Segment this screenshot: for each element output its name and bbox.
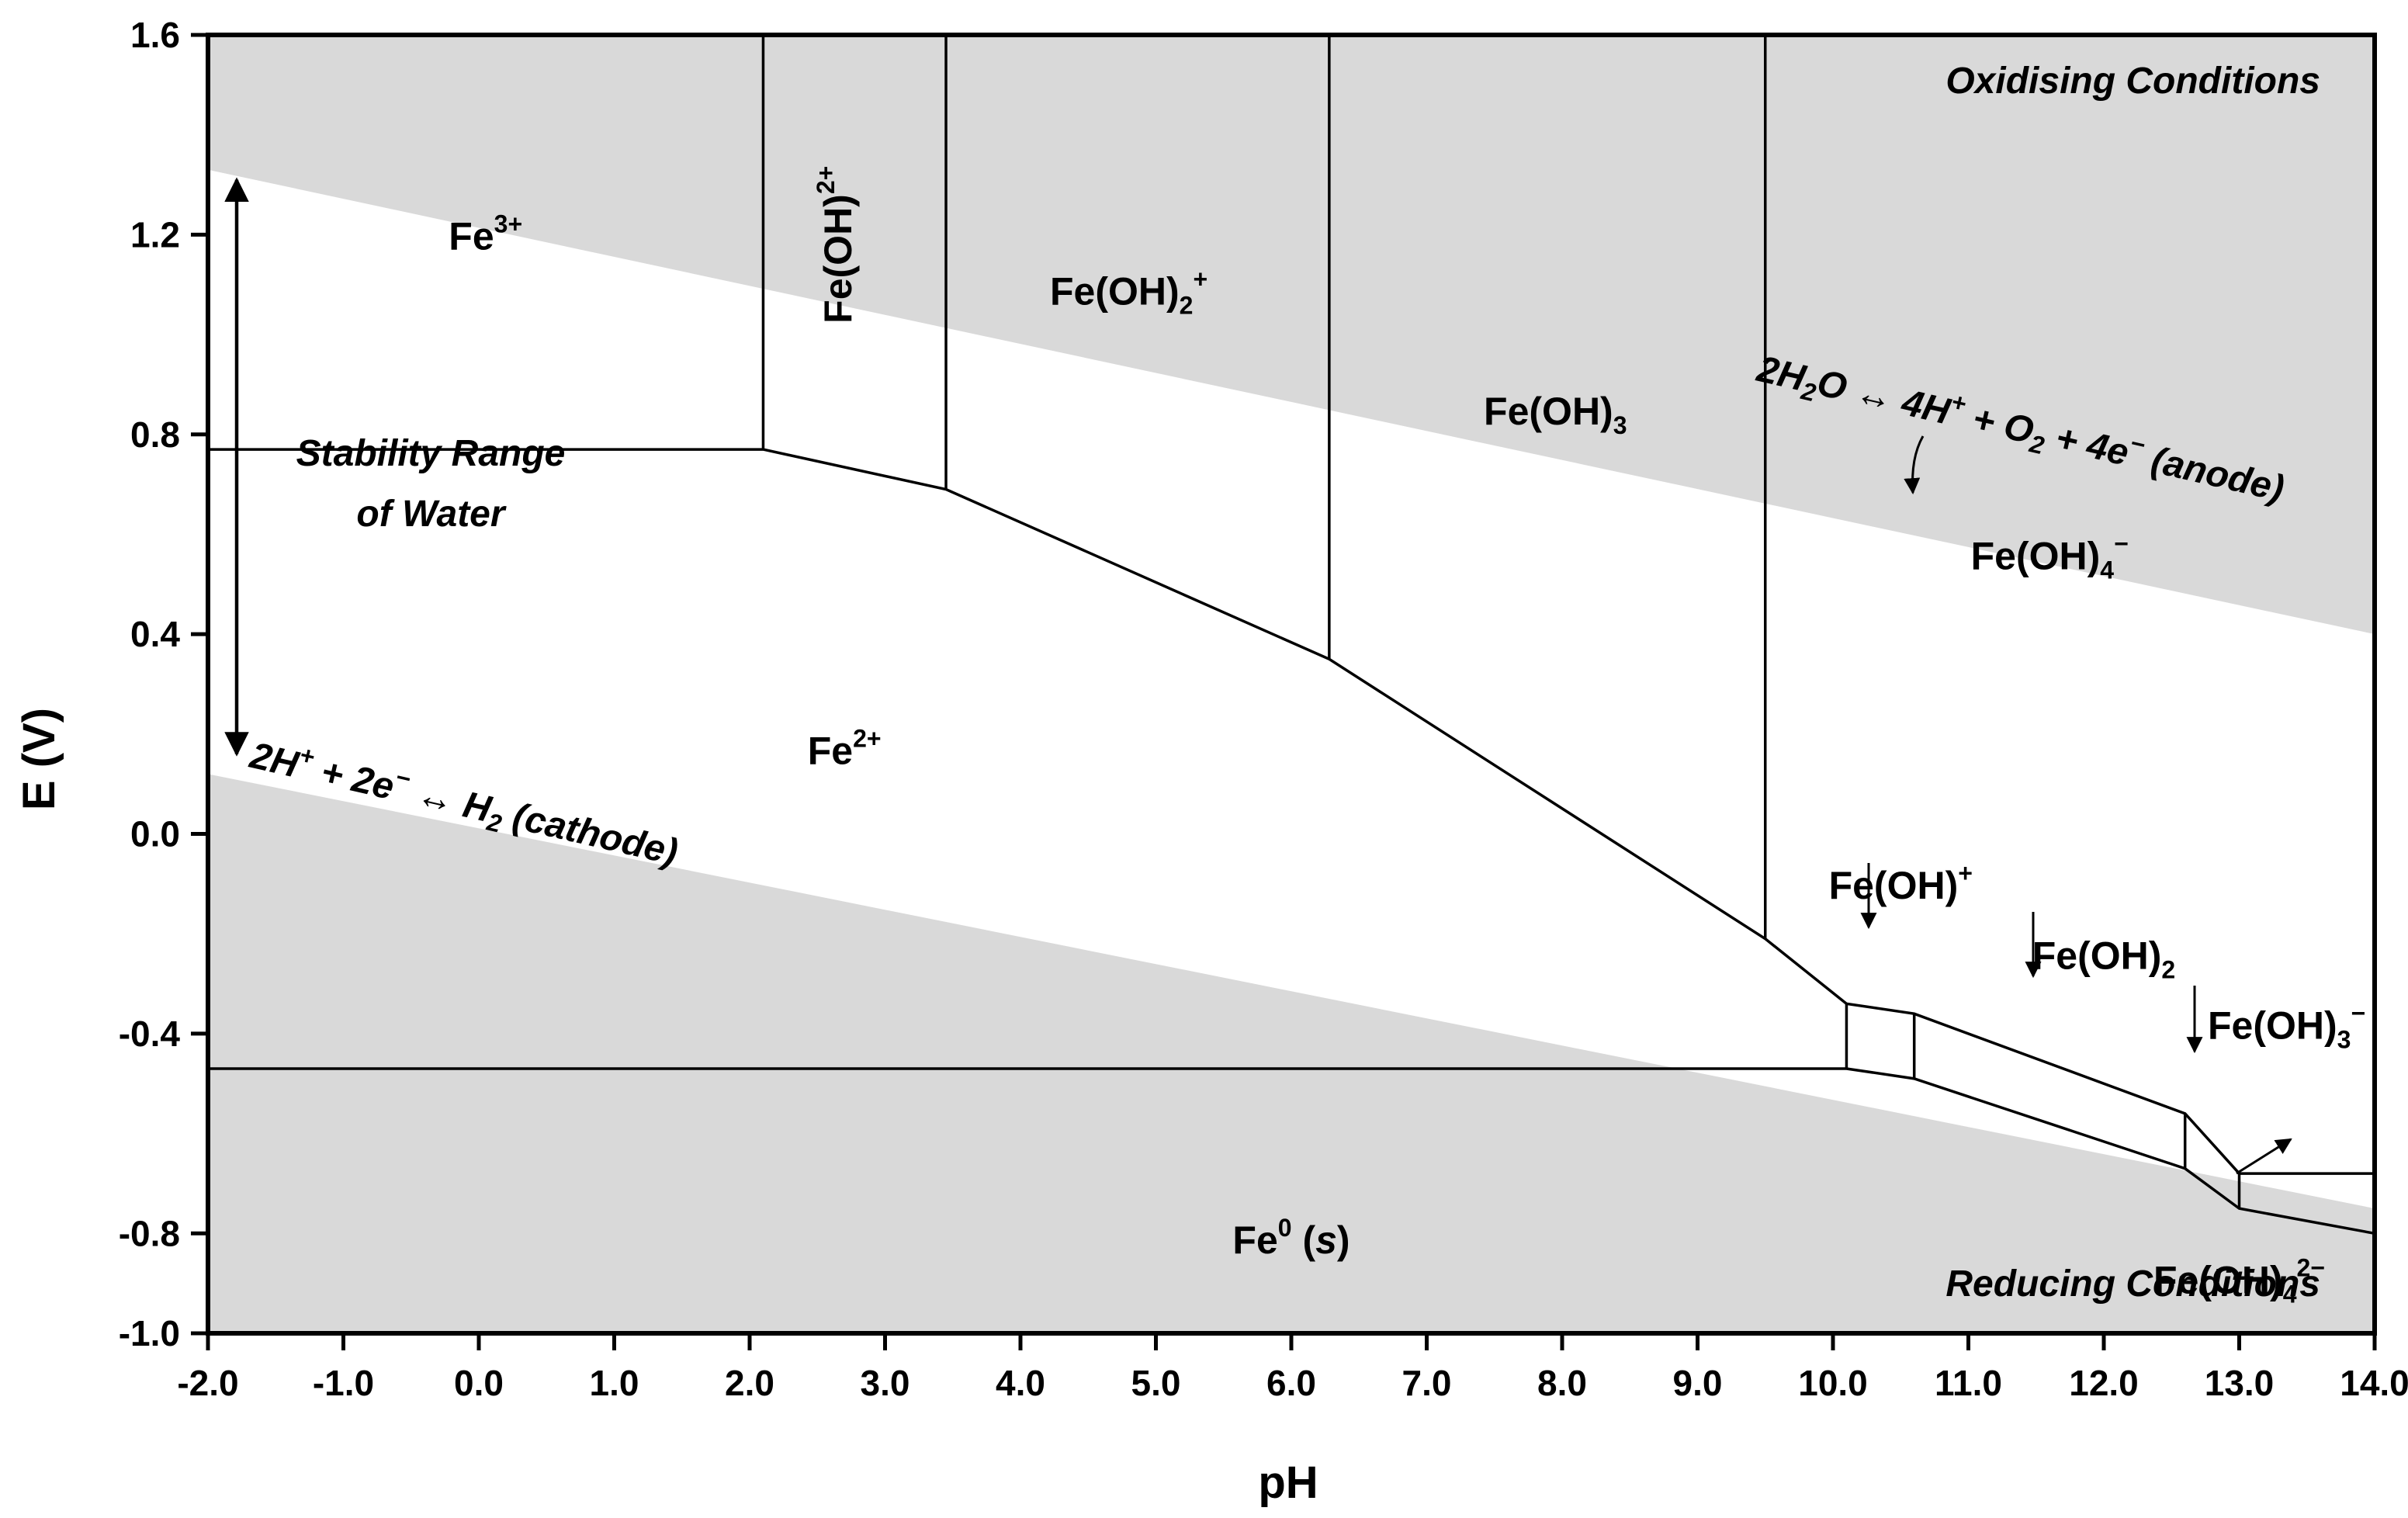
y-tick-label: -0.8 — [119, 1213, 180, 1253]
x-tick-label: 7.0 — [1402, 1363, 1452, 1403]
x-tick-label: 1.0 — [590, 1363, 639, 1403]
y-tick-label: 0.4 — [130, 614, 180, 654]
axis-ticks: -2.0 -1.0 0.0 1.0 2.0 3.0 4.0 5.0 6.0 7.0 8.0 9.0 10… — [119, 15, 2408, 1403]
species-label-1: Fe(OH)2+ — [812, 166, 860, 324]
species-label-3: Fe(OH)3 — [1484, 390, 1627, 439]
oxidising-shade — [208, 35, 2375, 635]
stability-range-label-1: Stability Range — [296, 433, 566, 474]
pointer-arrows — [224, 177, 2292, 1175]
x-tick-label: 13.0 — [2205, 1363, 2275, 1403]
x-tick-label: 3.0 — [861, 1363, 910, 1403]
y-tick-label: 1.6 — [130, 15, 180, 55]
x-tick-label: 0.0 — [454, 1363, 504, 1403]
oxidising-conditions-label: Oxidising Conditions — [1945, 61, 2320, 102]
y-tick-label: -1.0 — [119, 1313, 180, 1353]
x-tick-label: 4.0 — [996, 1363, 1045, 1403]
species-label-10: Fe0 (s) — [1232, 1214, 1350, 1262]
arrow-feoh4-2minus — [2236, 1138, 2292, 1175]
x-tick-label: -2.0 — [177, 1363, 238, 1403]
species-labels: Fe3+ Fe(OH)2+ Fe(OH)2+ Fe(OH)3 Fe(OH)4− Fe2+ F… — [449, 166, 2365, 1308]
species-label-2: Fe(OH)2+ — [1050, 265, 1207, 319]
x-tick-label: 11.0 — [1935, 1363, 2002, 1403]
species-label-7: Fe(OH)2 — [2032, 934, 2175, 983]
x-tick-label: 6.0 — [1266, 1363, 1316, 1403]
x-tick-label: 2.0 — [725, 1363, 774, 1403]
boundary-line-6 — [208, 1067, 2375, 1236]
y-tick-label: 0.0 — [130, 814, 180, 854]
x-tick-label: 14.0 — [2340, 1363, 2408, 1403]
species-label-8: Fe(OH)3− — [2208, 999, 2365, 1053]
y-tick-label: 0.8 — [130, 414, 180, 455]
species-label-9: Fe(OH)42− — [2153, 1254, 2325, 1308]
y-tick-label: 1.2 — [130, 214, 180, 255]
x-axis-title: pH — [1258, 1457, 1318, 1508]
species-label-4: Fe(OH)4− — [1971, 530, 2129, 584]
x-tick-label: 5.0 — [1131, 1363, 1181, 1403]
x-tick-label: -1.0 — [313, 1363, 374, 1403]
y-tick-label: -0.4 — [119, 1014, 181, 1054]
arrow-anode — [1904, 435, 1925, 495]
x-tick-label: 10.0 — [1798, 1363, 1868, 1403]
phase-boundaries — [208, 35, 2375, 1236]
y-axis-title: E (V) — [14, 708, 64, 810]
x-tick-label: 8.0 — [1537, 1363, 1587, 1403]
reducing-conditions-label: Reducing Conditions — [1945, 1263, 2320, 1305]
reducing-shade — [208, 774, 2375, 1333]
species-label-6: Fe(OH)+ — [1829, 859, 1973, 907]
x-tick-label: 12.0 — [2069, 1363, 2139, 1403]
species-label-5: Fe2+ — [808, 724, 882, 772]
x-tick-label: 9.0 — [1673, 1363, 1723, 1403]
shaded-regions — [208, 35, 2375, 1333]
stability-range-label-2: of Water — [356, 494, 506, 535]
species-label-0: Fe3+ — [449, 210, 522, 258]
